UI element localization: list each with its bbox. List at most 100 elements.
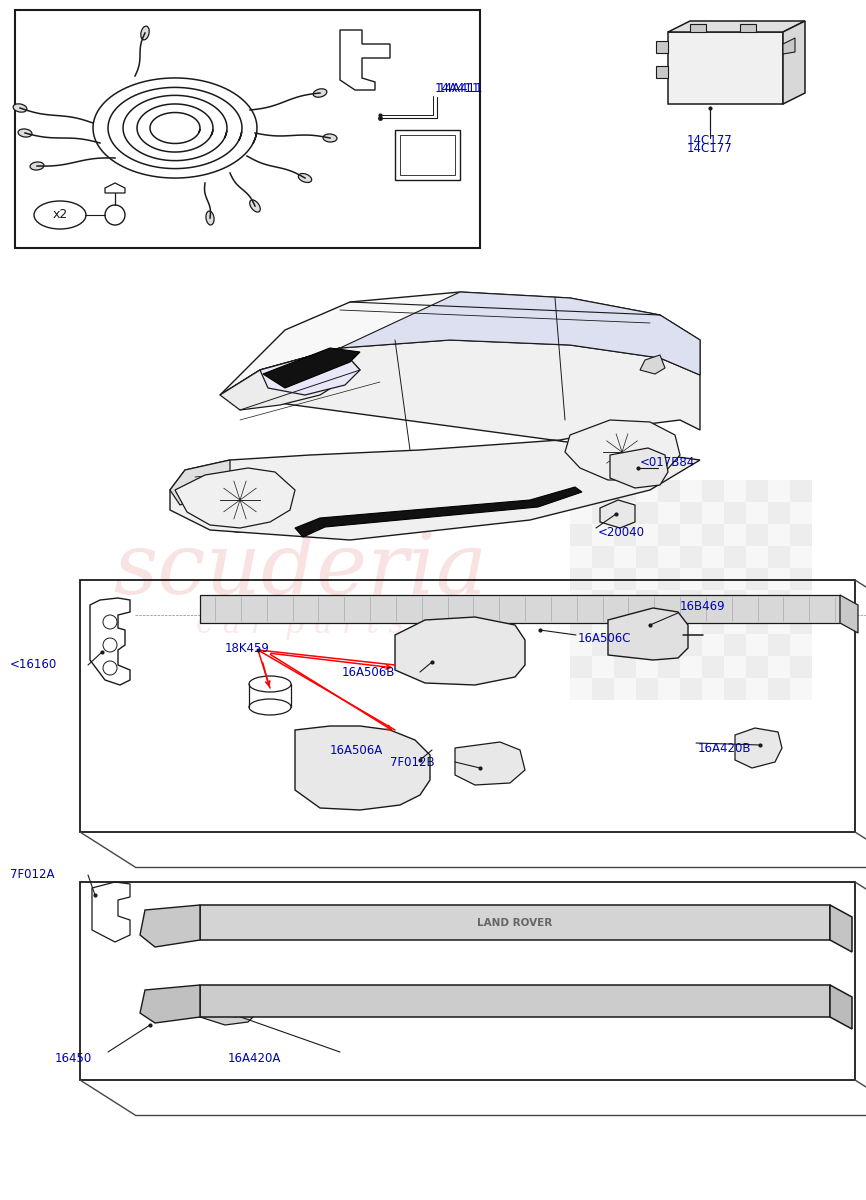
Text: <16160: <16160 xyxy=(10,659,57,672)
Polygon shape xyxy=(295,726,430,810)
Bar xyxy=(768,678,790,700)
Bar xyxy=(636,502,658,524)
Bar xyxy=(746,590,768,612)
Polygon shape xyxy=(830,985,852,1028)
Bar xyxy=(636,480,658,502)
Bar xyxy=(570,656,592,678)
Bar xyxy=(614,634,636,656)
Bar xyxy=(746,656,768,678)
Ellipse shape xyxy=(206,211,214,224)
Text: 16B469: 16B469 xyxy=(680,600,726,613)
Bar xyxy=(614,678,636,700)
Bar xyxy=(790,524,812,546)
Polygon shape xyxy=(395,617,525,685)
Bar xyxy=(724,612,746,634)
Bar xyxy=(680,590,702,612)
Bar xyxy=(570,590,592,612)
Bar xyxy=(592,656,614,678)
Bar xyxy=(702,546,724,568)
Text: 14A411: 14A411 xyxy=(438,82,483,95)
Ellipse shape xyxy=(30,162,44,170)
Text: 16A506C: 16A506C xyxy=(578,631,631,644)
Polygon shape xyxy=(565,420,680,480)
Bar xyxy=(702,502,724,524)
Bar xyxy=(768,546,790,568)
Bar xyxy=(636,612,658,634)
Polygon shape xyxy=(220,292,700,395)
Bar xyxy=(614,480,636,502)
Bar xyxy=(658,656,680,678)
Bar xyxy=(570,480,592,502)
Text: 7F012B: 7F012B xyxy=(390,756,435,768)
Bar xyxy=(680,480,702,502)
Bar xyxy=(430,400,490,415)
Text: 18K459: 18K459 xyxy=(225,642,270,654)
Bar xyxy=(680,612,702,634)
Bar xyxy=(614,546,636,568)
Text: scuderia: scuderia xyxy=(113,529,487,611)
Bar xyxy=(768,612,790,634)
Polygon shape xyxy=(263,348,360,388)
Bar xyxy=(395,130,460,180)
Bar xyxy=(80,882,855,1080)
Bar xyxy=(570,678,592,700)
Bar xyxy=(636,678,658,700)
Bar xyxy=(746,524,768,546)
Bar xyxy=(746,546,768,568)
Bar xyxy=(658,590,680,612)
Bar xyxy=(702,590,724,612)
Bar xyxy=(702,678,724,700)
Bar xyxy=(790,590,812,612)
Bar xyxy=(680,502,702,524)
Polygon shape xyxy=(260,348,360,395)
Bar xyxy=(724,480,746,502)
Bar xyxy=(614,590,636,612)
Bar xyxy=(746,480,768,502)
Polygon shape xyxy=(175,468,295,528)
Polygon shape xyxy=(783,38,795,54)
Polygon shape xyxy=(170,340,700,540)
Bar xyxy=(636,590,658,612)
Polygon shape xyxy=(200,905,830,940)
Text: 16A506B: 16A506B xyxy=(342,666,396,678)
Bar xyxy=(746,612,768,634)
Polygon shape xyxy=(140,985,200,1022)
Polygon shape xyxy=(840,595,858,634)
Ellipse shape xyxy=(298,174,312,182)
Bar xyxy=(768,656,790,678)
Bar xyxy=(658,568,680,590)
Bar xyxy=(592,480,614,502)
Bar xyxy=(768,634,790,656)
Bar xyxy=(746,678,768,700)
Bar xyxy=(592,678,614,700)
Bar xyxy=(724,568,746,590)
Bar xyxy=(570,568,592,590)
Bar xyxy=(680,656,702,678)
Polygon shape xyxy=(220,348,360,410)
Ellipse shape xyxy=(323,134,337,142)
Bar xyxy=(724,502,746,524)
Text: 16450: 16450 xyxy=(55,1051,93,1064)
Bar xyxy=(636,568,658,590)
Text: LAND ROVER: LAND ROVER xyxy=(477,918,553,928)
Bar xyxy=(746,634,768,656)
Text: 16A506A: 16A506A xyxy=(330,744,384,756)
Polygon shape xyxy=(170,460,230,505)
Bar xyxy=(592,590,614,612)
Bar xyxy=(702,656,724,678)
Bar xyxy=(724,656,746,678)
Bar xyxy=(592,612,614,634)
Bar xyxy=(570,612,592,634)
Ellipse shape xyxy=(141,26,149,40)
Bar xyxy=(636,546,658,568)
Bar xyxy=(570,502,592,524)
Bar xyxy=(80,580,855,832)
Text: 14A411: 14A411 xyxy=(435,82,481,95)
Bar xyxy=(592,634,614,656)
Circle shape xyxy=(592,422,652,482)
Bar xyxy=(680,678,702,700)
Text: 16A420A: 16A420A xyxy=(228,1051,281,1064)
Bar xyxy=(768,524,790,546)
Bar xyxy=(790,546,812,568)
Polygon shape xyxy=(735,728,782,768)
